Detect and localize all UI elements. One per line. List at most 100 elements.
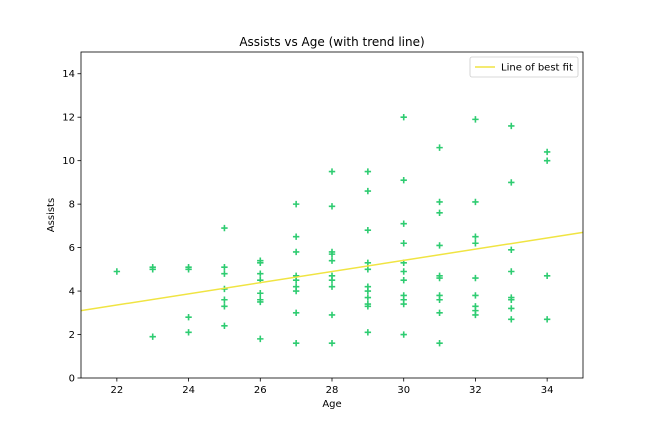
data-point: [364, 287, 372, 295]
data-point: [221, 322, 228, 330]
data-point: [400, 220, 407, 227]
data-point: [328, 257, 336, 264]
data-point: [400, 114, 407, 121]
data-point: [149, 263, 156, 271]
data-point: [472, 311, 479, 319]
data-point: [364, 294, 372, 301]
data-point: [185, 329, 192, 336]
trend-line: [80, 231, 584, 312]
x-tick-label: 30: [397, 385, 410, 396]
data-point: [364, 227, 372, 234]
data-point: [292, 277, 300, 284]
data-point: [221, 270, 228, 277]
data-point: [328, 283, 336, 290]
y-tick-label: 14: [62, 69, 75, 80]
data-point: [436, 296, 443, 303]
data-point: [508, 305, 515, 312]
data-point: [185, 263, 192, 271]
data-point: [328, 168, 336, 175]
data-point: [257, 298, 264, 306]
y-axis-label: Assists: [46, 198, 57, 232]
data-point: [292, 309, 300, 316]
data-point: [400, 331, 407, 338]
data-point: [328, 203, 336, 210]
data-point: [508, 246, 515, 253]
legend: Line of best fit: [469, 56, 579, 78]
data-point: [185, 313, 192, 321]
data-point: [292, 287, 300, 295]
data-point: [292, 248, 300, 256]
data-point: [472, 240, 479, 247]
data-point: [508, 179, 515, 186]
data-point: [543, 316, 551, 323]
data-point: [328, 277, 336, 284]
data-point: [221, 296, 228, 303]
y-axis-ticks: 0 2 4 6 8 10 12 14: [62, 69, 81, 385]
data-point: [328, 340, 336, 347]
data-point: [400, 240, 407, 247]
data-point: [364, 259, 372, 267]
data-point: [364, 266, 372, 273]
data-point: [364, 329, 372, 336]
data-point: [257, 259, 264, 267]
data-point: [436, 274, 443, 282]
data-point: [472, 292, 479, 299]
data-point: [543, 148, 551, 156]
data-point: [257, 270, 264, 277]
x-axis-label: Age: [322, 399, 341, 410]
y-tick-label: 8: [69, 200, 75, 211]
data-point: [292, 340, 300, 347]
y-tick-label: 2: [69, 330, 75, 341]
data-point: [472, 198, 479, 206]
data-point: [292, 233, 300, 240]
legend-label: Line of best fit: [501, 63, 573, 74]
data-point: [221, 224, 228, 232]
data-point: [364, 168, 372, 175]
data-point: [328, 250, 336, 258]
data-point: [472, 274, 479, 282]
data-point: [472, 116, 479, 123]
data-point: [508, 316, 515, 323]
data-point: [436, 198, 443, 206]
data-point: [436, 242, 443, 249]
y-tick-label: 6: [69, 243, 75, 254]
data-point: [508, 268, 515, 275]
data-point: [508, 122, 515, 130]
data-point: [436, 309, 443, 316]
y-tick-label: 10: [62, 156, 75, 167]
data-point: [328, 311, 336, 319]
data-point: [257, 290, 264, 297]
data-point: [221, 303, 228, 310]
data-point: [400, 177, 407, 184]
data-point: [508, 296, 515, 303]
chart-title: Assists vs Age (with trend line): [239, 35, 424, 49]
trend-line-layer: [80, 231, 584, 312]
x-tick-label: 26: [254, 385, 267, 396]
x-tick-label: 34: [541, 385, 554, 396]
x-tick-label: 22: [110, 385, 123, 396]
y-tick-label: 12: [62, 113, 75, 124]
data-point: [400, 300, 407, 308]
data-point: [292, 200, 300, 208]
x-tick-label: 28: [326, 385, 339, 396]
data-point: [472, 233, 479, 240]
plot-area: [81, 52, 583, 378]
data-point: [436, 340, 443, 347]
data-point: [400, 268, 407, 275]
data-point: [436, 209, 443, 217]
y-tick-label: 4: [69, 287, 75, 298]
data-point: [543, 272, 551, 280]
y-tick-label: 0: [69, 374, 75, 385]
data-point: [364, 187, 372, 195]
data-point: [543, 157, 551, 164]
data-point: [113, 268, 121, 275]
legend-box: [469, 56, 579, 78]
x-tick-label: 24: [182, 385, 195, 396]
data-point: [221, 263, 228, 271]
x-axis-ticks: 22 24 26 28 30 32 34: [110, 378, 554, 396]
x-tick-label: 32: [469, 385, 482, 396]
data-point: [149, 333, 156, 340]
data-point: [257, 335, 264, 343]
data-point: [364, 303, 372, 310]
